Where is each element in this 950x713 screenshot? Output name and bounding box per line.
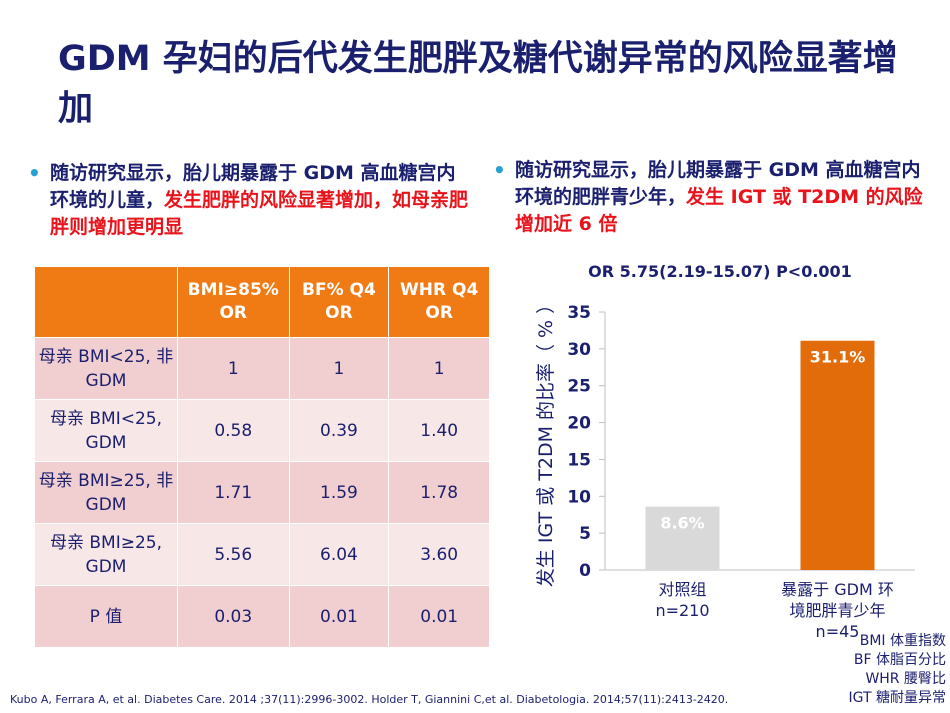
table-cell: 1.40 xyxy=(388,399,490,462)
bar xyxy=(800,340,875,570)
category-label: n=45 xyxy=(816,622,860,641)
bullet-left-highlight: 发生肥胖的风险显著增加，如母亲肥胖则增加更明显 xyxy=(50,189,469,238)
abbr-bmi: BMI 体重指数 xyxy=(859,633,946,649)
row-label: 母亲 BMI<25, GDM xyxy=(34,399,178,462)
page-title: GDM 孕妇的后代发生肥胖及糖代谢异常的风险显著增加 xyxy=(58,39,898,129)
y-tick-label: 25 xyxy=(567,377,591,397)
y-axis-label: 发生 IGT 或 T2DM 的比率（ % ） xyxy=(535,295,557,587)
bullet-dot-icon: • xyxy=(28,161,41,185)
bar-data-label: 31.1% xyxy=(810,348,866,367)
y-tick-label: 35 xyxy=(567,303,591,323)
table-cell: 0.39 xyxy=(288,399,390,462)
or-table-header-blank xyxy=(34,266,178,338)
y-tick-label: 20 xyxy=(567,414,591,434)
or-table: BMI≥85% OR BF% Q4 OR WHR Q4 OR 母亲 BMI<25… xyxy=(34,266,490,648)
bar-data-label: 8.6% xyxy=(660,514,704,533)
y-tick-label: 15 xyxy=(567,450,591,470)
chart-axes: 0 5 10 15 20 25 30 35 xyxy=(567,303,915,581)
bar-chart: OR 5.75(2.19-15.07) P<0.001 发生 IGT 或 T2D… xyxy=(535,262,915,641)
table-row: 母亲 BMI≥25, GDM 5.56 6.04 3.60 xyxy=(34,523,490,586)
category-label: 对照组 xyxy=(658,580,706,599)
table-cell: 1 xyxy=(288,337,390,400)
table-row: 母亲 BMI≥25, 非 GDM 1.71 1.59 1.78 xyxy=(34,461,490,524)
chart-bars xyxy=(645,340,875,570)
bullet-right: • 随访研究显示，胎儿期暴露于 GDM 高血糖宫内环境的肥胖青少年，发生 IGT… xyxy=(493,157,935,238)
or-table-header-whr: WHR Q4 OR xyxy=(388,266,490,338)
abbr-whr: WHR 腰臀比 xyxy=(865,671,946,687)
or-table-header-bmi: BMI≥85% OR xyxy=(177,266,290,338)
abbr-bf: BF 体脂百分比 xyxy=(853,652,946,668)
category-label: 暴露于 GDM 环 xyxy=(781,580,894,599)
chart-title: OR 5.75(2.19-15.07) P<0.001 xyxy=(588,262,852,281)
row-label: 母亲 BMI≥25, 非 GDM xyxy=(34,461,178,524)
chart-data-labels: 8.6% 31.1% xyxy=(660,348,865,533)
table-cell: 1 xyxy=(177,337,290,400)
table-cell: 6.04 xyxy=(288,523,390,586)
table-cell: 5.56 xyxy=(177,523,290,586)
abbr-igt: IGT 糖耐量异常 xyxy=(848,690,946,706)
y-tick-label: 0 xyxy=(579,561,591,581)
table-cell: 0.01 xyxy=(388,585,490,648)
bullet-right-highlight: 发生 IGT 或 T2DM 的风险增加近 6 倍 xyxy=(515,186,923,235)
bullet-right-text: 随访研究显示，胎儿期暴露于 GDM 高血糖宫内环境的肥胖青少年， xyxy=(515,159,921,208)
row-label: 母亲 BMI≥25, GDM xyxy=(34,523,178,586)
table-cell: 1.71 xyxy=(177,461,290,524)
row-label: P 值 xyxy=(34,585,178,648)
table-cell: 0.03 xyxy=(177,585,290,648)
table-cell: 0.58 xyxy=(177,399,290,462)
table-row: 母亲 BMI<25, GDM 0.58 0.39 1.40 xyxy=(34,399,490,462)
table-cell: 0.01 xyxy=(288,585,390,648)
table-row: P 值 0.03 0.01 0.01 xyxy=(34,585,490,648)
table-cell: 1.59 xyxy=(288,461,390,524)
bullet-dot-icon: • xyxy=(493,158,506,182)
table-cell: 1.78 xyxy=(388,461,490,524)
y-tick-label: 10 xyxy=(567,487,591,507)
or-table-header-bf: BF% Q4 OR xyxy=(288,266,390,338)
table-cell: 3.60 xyxy=(388,523,490,586)
bullet-left: • 随访研究显示，胎儿期暴露于 GDM 高血糖宫内环境的儿童，发生肥胖的风险显著… xyxy=(28,160,470,241)
bullet-left-text: 随访研究显示，胎儿期暴露于 GDM 高血糖宫内环境的儿童， xyxy=(50,162,456,211)
y-tick-label: 5 xyxy=(579,524,591,544)
abbreviation-legend: BMI 体重指数 BF 体脂百分比 WHR 腰臀比 IGT 糖耐量异常 xyxy=(818,632,946,708)
table-cell: 1 xyxy=(388,337,490,400)
or-table-header-row: BMI≥85% OR BF% Q4 OR WHR Q4 OR xyxy=(34,266,490,338)
references: Kubo A, Ferrara A, et al. Diabetes Care.… xyxy=(10,693,729,706)
category-label: 境肥胖青少年 xyxy=(789,601,885,620)
table-row: 母亲 BMI<25, 非 GDM 1 1 1 xyxy=(34,337,490,400)
y-tick-label: 30 xyxy=(567,340,591,360)
row-label: 母亲 BMI<25, 非 GDM xyxy=(34,337,178,400)
bar xyxy=(645,506,720,570)
category-label: n=210 xyxy=(655,601,709,620)
